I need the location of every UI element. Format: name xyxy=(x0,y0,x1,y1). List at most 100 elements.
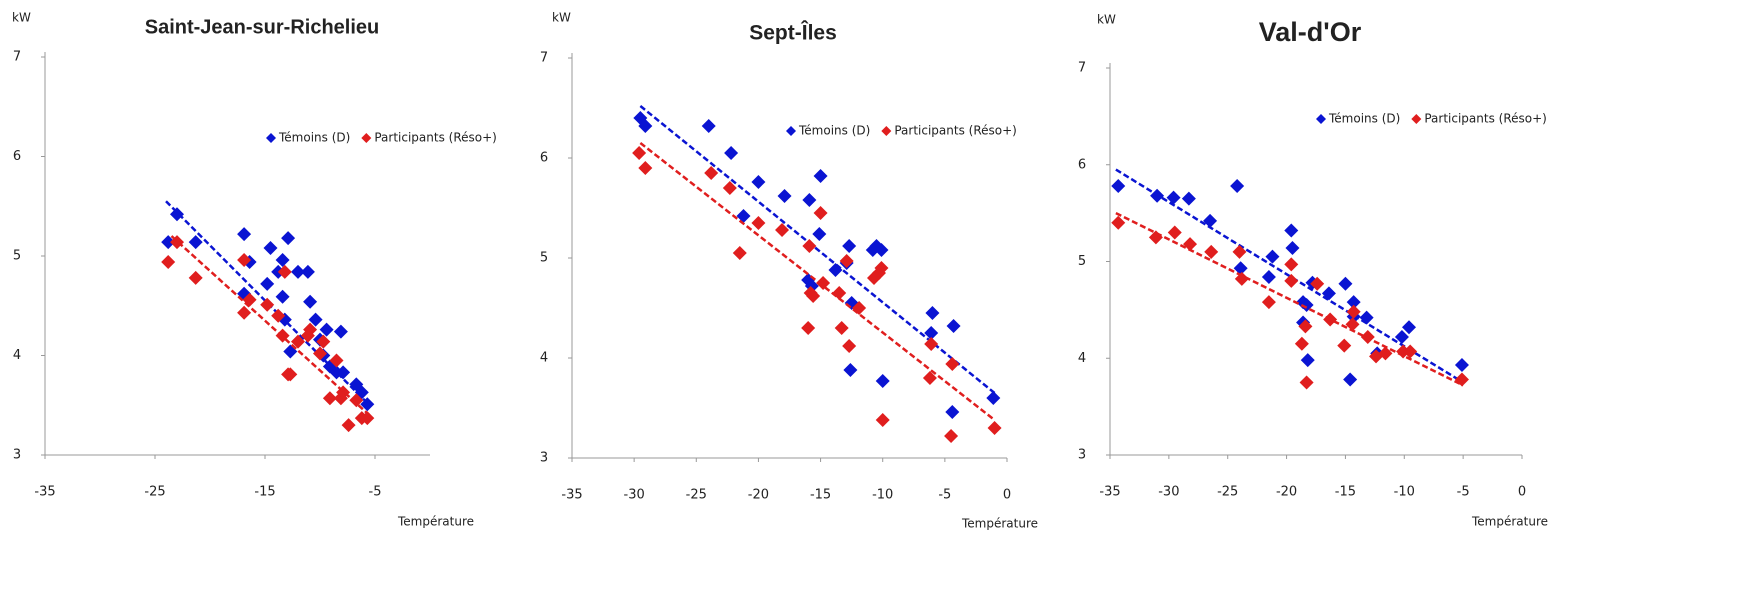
y-tick-label: 5 xyxy=(540,251,548,266)
y-tick-label: 7 xyxy=(13,50,21,65)
data-point xyxy=(1298,319,1313,334)
data-point xyxy=(329,353,344,368)
data-point xyxy=(319,322,334,337)
data-point xyxy=(875,413,890,427)
data-point xyxy=(813,206,828,220)
x-tick-label: -20 xyxy=(1276,485,1297,500)
data-point xyxy=(1265,249,1280,264)
x-tick-label: -20 xyxy=(748,488,769,503)
data-point xyxy=(316,334,331,349)
x-tick-label: -25 xyxy=(686,488,707,503)
y-tick-label: 5 xyxy=(1078,254,1086,269)
data-point xyxy=(1111,215,1126,230)
x-tick-label: -15 xyxy=(810,488,831,503)
data-point xyxy=(277,264,292,279)
data-point xyxy=(1345,317,1360,332)
x-tick-label: -15 xyxy=(1335,485,1356,500)
y-tick-label: 3 xyxy=(1078,448,1086,463)
legend-label: Témoins (D) xyxy=(1328,112,1400,126)
data-point xyxy=(802,193,817,207)
data-point xyxy=(1403,344,1418,359)
data-point xyxy=(722,181,737,195)
y-tick-label: 7 xyxy=(540,51,548,66)
data-point xyxy=(701,119,716,133)
data-point xyxy=(291,264,305,279)
data-point xyxy=(638,161,653,175)
data-point xyxy=(946,319,961,333)
chart-title: Sept-Îles xyxy=(749,21,837,45)
data-point xyxy=(801,321,816,335)
data-point xyxy=(724,146,739,160)
data-point xyxy=(945,405,960,419)
data-point xyxy=(842,339,857,353)
legend-label: Participants (Réso+) xyxy=(1424,112,1547,126)
x-axis-label: Température xyxy=(961,517,1038,531)
x-tick-label: -5 xyxy=(369,485,382,500)
x-tick-label: -30 xyxy=(624,488,645,503)
data-point xyxy=(303,322,318,337)
data-point xyxy=(237,252,252,267)
data-point xyxy=(751,216,766,230)
data-point xyxy=(322,391,337,406)
data-point xyxy=(828,263,843,277)
data-point xyxy=(839,254,854,268)
x-tick-label: -10 xyxy=(872,488,893,503)
y-axis-label: kW xyxy=(1097,13,1116,27)
y-tick-label: 4 xyxy=(13,348,21,363)
data-point xyxy=(1285,240,1300,255)
data-point xyxy=(1394,329,1409,344)
legend-marker xyxy=(1316,114,1326,124)
legend-marker xyxy=(881,126,892,136)
data-point xyxy=(875,374,890,388)
data-point xyxy=(632,146,647,160)
legend-label: Témoins (D) xyxy=(278,131,350,145)
data-point xyxy=(834,321,849,335)
data-point xyxy=(1294,336,1309,351)
data-point xyxy=(732,246,747,260)
data-point xyxy=(188,270,203,285)
trend-line xyxy=(639,142,996,421)
data-point xyxy=(925,306,940,320)
data-point xyxy=(638,119,653,133)
data-point xyxy=(775,223,790,237)
legend-marker xyxy=(266,133,276,143)
data-point xyxy=(1401,320,1416,335)
data-point xyxy=(874,243,889,257)
y-tick-label: 4 xyxy=(1078,351,1086,366)
data-point xyxy=(1234,271,1249,286)
data-point xyxy=(1378,346,1393,361)
x-tick-label: -15 xyxy=(254,485,275,500)
x-tick-label: -25 xyxy=(1217,485,1238,500)
data-point xyxy=(1346,295,1361,310)
x-tick-label: -5 xyxy=(938,488,951,503)
data-point xyxy=(986,391,1001,405)
data-point xyxy=(751,175,766,189)
data-point xyxy=(944,429,959,443)
data-point xyxy=(283,367,298,382)
data-point xyxy=(1111,179,1126,194)
data-point xyxy=(303,294,318,309)
data-point xyxy=(1300,353,1315,368)
data-point xyxy=(1181,191,1196,206)
x-tick-label: -35 xyxy=(34,485,55,500)
data-point xyxy=(813,169,828,183)
x-tick-label: -35 xyxy=(1099,485,1120,500)
data-point xyxy=(1310,276,1325,291)
data-point xyxy=(843,363,858,377)
data-point xyxy=(816,276,831,290)
data-point xyxy=(1183,237,1198,252)
y-tick-label: 3 xyxy=(540,451,548,466)
data-point xyxy=(281,231,296,246)
trend-line xyxy=(170,235,371,417)
data-point xyxy=(1261,295,1276,310)
data-point xyxy=(1337,338,1352,353)
data-point xyxy=(1233,261,1248,276)
data-point xyxy=(360,411,375,426)
data-point xyxy=(704,166,719,180)
data-point xyxy=(1203,213,1218,228)
y-tick-label: 6 xyxy=(13,149,21,164)
data-point xyxy=(333,324,348,339)
y-tick-label: 6 xyxy=(540,151,548,166)
data-point xyxy=(1230,179,1245,194)
